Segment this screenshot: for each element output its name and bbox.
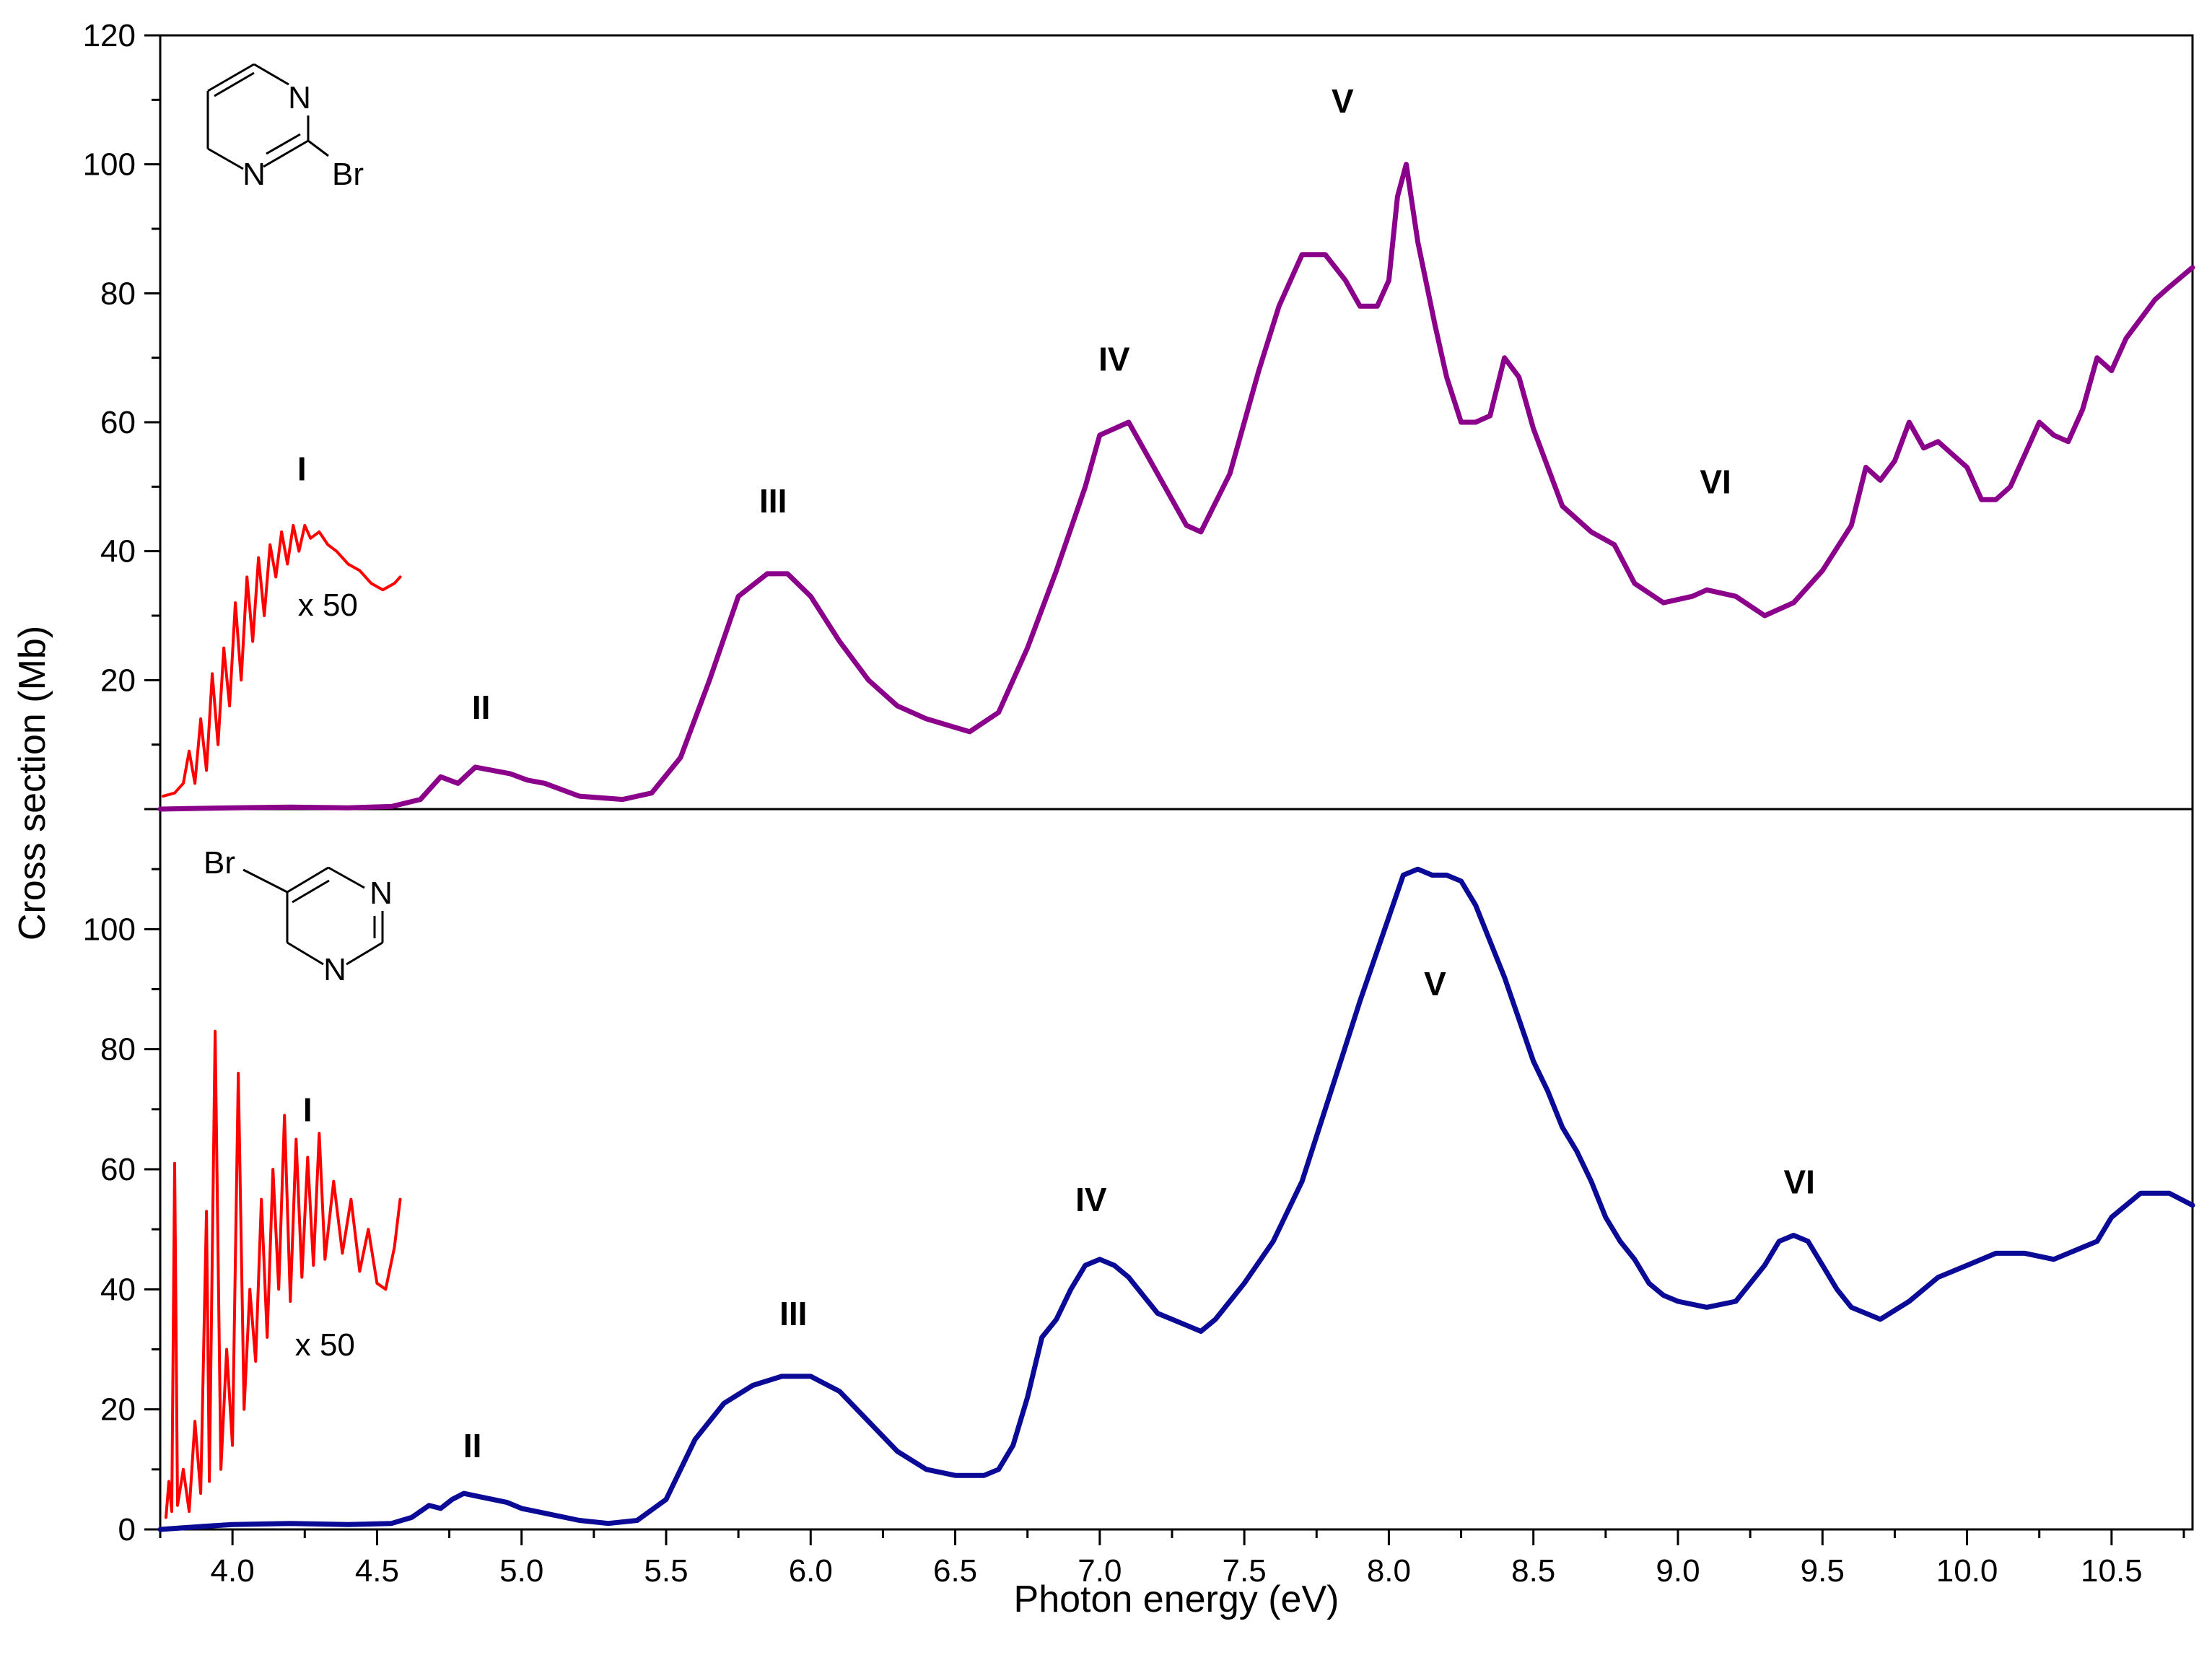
y-tick-label: 60 <box>100 405 136 440</box>
y-tick-label: 80 <box>100 1032 136 1067</box>
band-label-I: I <box>297 450 307 487</box>
y-tick-label: 40 <box>100 1272 136 1307</box>
y-axis-title: Cross section (Mb) <box>12 626 53 940</box>
scale-factor-label: x 50 <box>295 1327 355 1363</box>
molecule-bottom-n1: N <box>370 876 393 911</box>
molecule-top-n1: N <box>288 80 311 115</box>
top-series-group <box>157 162 2195 812</box>
band-label-IV: IV <box>1075 1181 1107 1218</box>
x-axis-title: Photon energy (eV) <box>1014 1579 1339 1620</box>
x-tick-label: 5.5 <box>644 1553 688 1589</box>
band-label-V: V <box>1332 82 1354 120</box>
band-label-VI: VI <box>1700 463 1731 500</box>
x-tick-label: 4.5 <box>355 1553 399 1589</box>
x-tick-label: 5.0 <box>499 1553 543 1589</box>
band-label-IV: IV <box>1098 341 1130 378</box>
x-tick-label: 9.0 <box>1656 1553 1700 1589</box>
band-label-VI: VI <box>1783 1163 1814 1200</box>
x-tick-label: 7.5 <box>1223 1553 1267 1589</box>
scaled-x50-line-bottom <box>165 1029 402 1519</box>
band-label-I: I <box>303 1091 312 1128</box>
x-tick-label: 8.0 <box>1367 1553 1411 1589</box>
band-label-II: II <box>472 689 491 726</box>
molecule-bottom-n2: N <box>323 952 346 987</box>
x-tick-label: 8.5 <box>1511 1553 1555 1589</box>
y-tick-label: 120 <box>83 18 136 53</box>
band-label-V: V <box>1424 965 1446 1003</box>
molecule-2-bromopyrimidine <box>206 63 329 170</box>
main-spectrum-line-bottom <box>157 866 2195 1532</box>
band-label-II: II <box>463 1427 482 1464</box>
main-spectrum-line-top <box>157 162 2195 812</box>
y-tick-label: 40 <box>100 534 136 569</box>
x-tick-label: 4.0 <box>211 1553 255 1589</box>
molecule-top-n2: N <box>242 157 266 192</box>
band-label-III: III <box>779 1295 807 1332</box>
x-tick-label: 10.5 <box>2081 1553 2143 1589</box>
y-tick-label: 20 <box>100 663 136 698</box>
x-tick-label: 6.5 <box>933 1553 977 1589</box>
band-label-III: III <box>759 482 787 520</box>
y-tick-label: 20 <box>100 1392 136 1428</box>
y-tick-label: 0 <box>118 1512 136 1547</box>
x-tick-label: 6.0 <box>789 1553 833 1589</box>
x-tick-label: 7.0 <box>1077 1553 1122 1589</box>
molecule-bottom-br: Br <box>204 845 235 881</box>
molecule-5-bromopyrimidine <box>242 866 384 966</box>
scaled-x50-line-top <box>162 523 402 798</box>
y-tick-label: 100 <box>83 147 136 183</box>
bottom-series-group <box>157 866 2195 1532</box>
y-tick-label: 80 <box>100 276 136 311</box>
y-tick-label: 100 <box>83 912 136 947</box>
y-tick-label: 60 <box>100 1152 136 1187</box>
top-y-axis: 20 40 60 80 100 120 <box>83 18 160 811</box>
x-tick-label: 9.5 <box>1801 1553 1845 1589</box>
x-tick-label: 10.0 <box>1936 1553 1998 1589</box>
x-axis: 4.0 4.5 5.0 5.5 6.0 6.5 7.0 7.5 8.0 8.5 9.0 9.5 10.0… <box>159 1529 2185 1589</box>
bottom-y-axis: 0 20 40 60 80 100 <box>83 808 160 1547</box>
scale-factor-label: x 50 <box>298 588 358 623</box>
molecule-top-br: Br <box>332 157 364 192</box>
